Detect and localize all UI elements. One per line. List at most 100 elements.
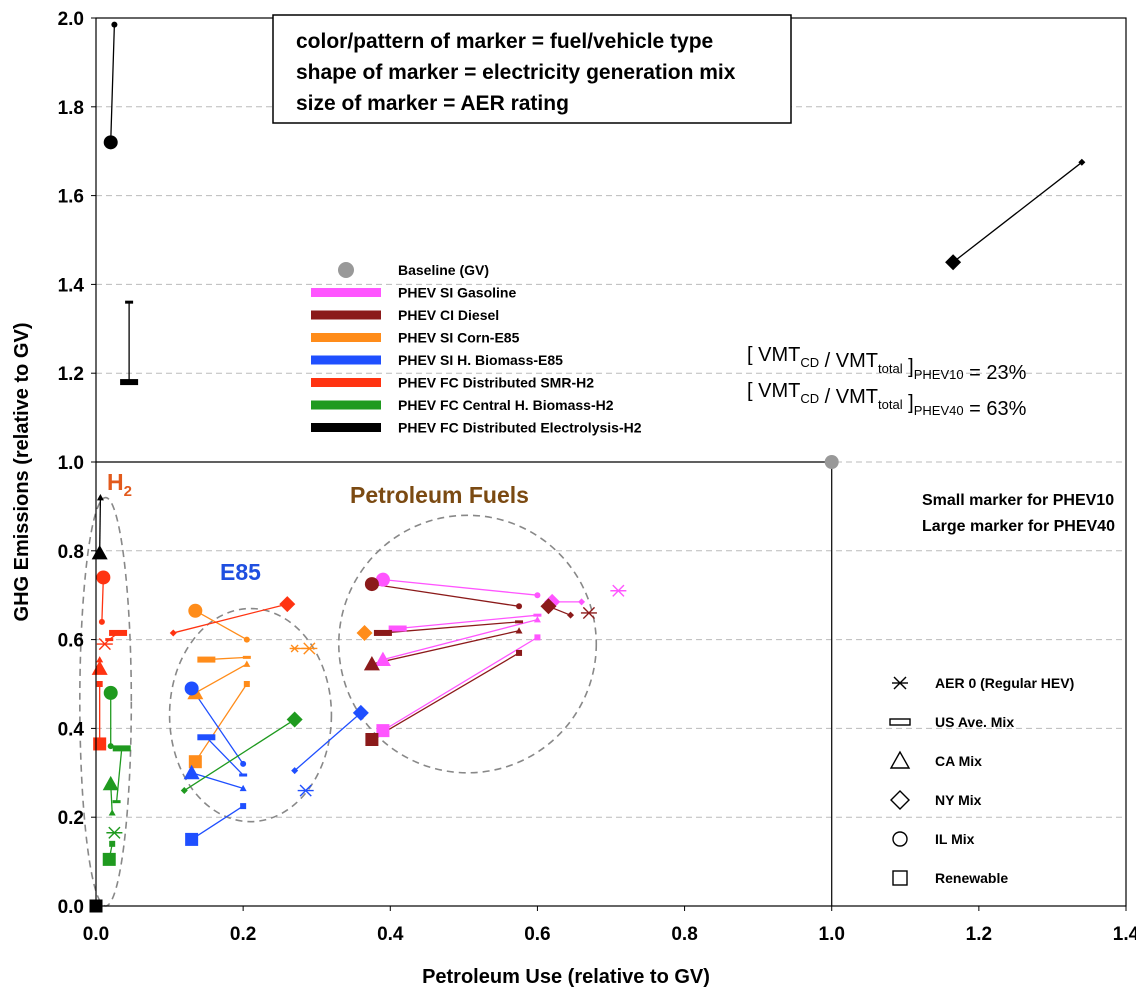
region-label-h2-sub: 2 [124, 483, 132, 500]
ratio-subscript: total [878, 361, 903, 376]
legend-fuel-swatch [311, 378, 381, 387]
ratio-part: [ VMT [747, 380, 800, 402]
marker-1-7 [363, 656, 380, 671]
marker-2-0-d2 [303, 642, 316, 655]
info-box-line: shape of marker = electricity generation… [296, 61, 736, 84]
ratio-subscript: total [878, 397, 903, 412]
marker-3-10 [240, 803, 247, 810]
diamond-icon [890, 790, 910, 810]
series-connectors [99, 24, 1083, 860]
marker-1-6 [515, 620, 524, 624]
connector-1-circle [371, 583, 520, 607]
marker-5-2 [107, 743, 114, 750]
marker-1-10 [516, 649, 523, 656]
connector-3-circle [191, 688, 244, 765]
marker-2-4 [356, 624, 373, 641]
ytick-label: 0.4 [58, 719, 85, 740]
marker-0-0-d2 [612, 584, 625, 597]
legend-fuel-swatch [311, 310, 381, 320]
ratio-part: / VMT [819, 350, 878, 372]
legend-fuel-swatch [338, 262, 354, 278]
ratio-part: = 63% [964, 398, 1027, 420]
data-markers [89, 21, 1086, 913]
connector-4-diamond [173, 603, 288, 634]
legend-fuel-label: PHEV FC Distributed SMR-H2 [398, 375, 594, 391]
marker-2-8 [243, 660, 251, 667]
square-icon [892, 870, 908, 886]
legend-marker-label: CA Mix [935, 753, 982, 769]
region-ellipses [79, 496, 598, 907]
connector-0-triangle [382, 618, 538, 661]
marker-4-2 [98, 618, 105, 625]
connector-0-square [382, 636, 538, 732]
ratio-subscript: CD [800, 391, 819, 406]
marker-4-8 [96, 656, 104, 663]
legend-fuel-label: PHEV CI Diesel [398, 307, 499, 323]
axis-labels: Petroleum Use (relative to GV) GHG Emissi… [11, 323, 710, 988]
y-axis-label: GHG Emissions (relative to GV) [11, 323, 33, 622]
legend-fuel-swatch [311, 333, 381, 342]
marker-3-8 [239, 784, 247, 792]
circle-icon [892, 831, 908, 847]
marker-5-5 [112, 745, 131, 752]
marker-6-4 [120, 379, 139, 386]
xtick-label: 1.0 [819, 924, 845, 945]
info-box-line: color/pattern of marker = fuel/vehicle t… [296, 30, 713, 53]
marker-1-3 [540, 598, 557, 615]
marker-2-0 [301, 642, 318, 655]
marker-6-7 [96, 494, 104, 501]
marker-2-2 [188, 603, 203, 618]
ytick-label: 1.6 [58, 187, 84, 208]
marker-6-6 [91, 545, 108, 560]
marker-4-10 [96, 681, 103, 687]
marker-4-9 [93, 737, 107, 751]
marker-3-9 [185, 832, 199, 846]
marker-2-10 [243, 681, 250, 687]
marker-0-1 [375, 572, 390, 587]
connector-3-dash [205, 736, 244, 776]
connector-6-diamond [952, 161, 1083, 263]
ratio-note: [ VMTCD / VMTtotal ]PHEV40 = 63% [747, 380, 1027, 420]
marker-5-9 [102, 852, 116, 866]
marker-4-1 [96, 570, 111, 585]
xtick-label: 0.6 [524, 924, 550, 945]
connector-3-triangle [191, 772, 244, 789]
ratio-part: / VMT [819, 386, 878, 408]
legend-fuel-label: PHEV SI H. Biomass-E85 [398, 352, 563, 368]
marker-5-4 [180, 787, 188, 795]
legend-fuel-swatch [311, 423, 381, 432]
ratio-subscript: PHEV10 [914, 367, 964, 382]
connector-2-circle [195, 610, 248, 641]
marker-2-9 [188, 755, 202, 769]
marker-4-4 [169, 629, 177, 637]
marker-1-0-d2 [582, 606, 596, 620]
marker-3-5 [197, 734, 216, 741]
connector-2-triangle [195, 663, 248, 694]
baseline-marker [824, 455, 839, 469]
marker-6-5 [125, 300, 134, 304]
info-box-frame [272, 14, 792, 124]
marker-3-0 [297, 784, 314, 797]
ytick-label: 1.0 [58, 453, 84, 474]
info-box: color/pattern of marker = fuel/vehicle t… [272, 14, 792, 124]
marker-4-3 [279, 596, 296, 613]
marker-1-2 [516, 603, 523, 610]
xtick-label: 0.8 [671, 924, 697, 945]
connector-1-triangle [371, 630, 520, 665]
ratio-part: [ VMT [747, 344, 800, 366]
baseline-reference-lines [96, 461, 833, 906]
xtick-label: 0.2 [230, 924, 256, 945]
dash-icon [889, 718, 911, 726]
xtick-label: 0.0 [83, 924, 109, 945]
marker-4-6 [105, 638, 114, 642]
x-axis-label: Petroleum Use (relative to GV) [422, 966, 710, 988]
connector-0-circle [382, 579, 538, 596]
connector-6-circle [110, 24, 116, 143]
ratio-part: ] [903, 356, 914, 378]
legend-marker-label: Renewable [935, 870, 1008, 886]
region-ellipse-2 [337, 514, 598, 774]
marker-legend: AER 0 (Regular HEV) US Ave. Mix CA Mix NY M… [889, 675, 1074, 886]
legend-fuel-label: PHEV SI Corn-E85 [398, 330, 520, 346]
connector-3-square [191, 805, 244, 840]
